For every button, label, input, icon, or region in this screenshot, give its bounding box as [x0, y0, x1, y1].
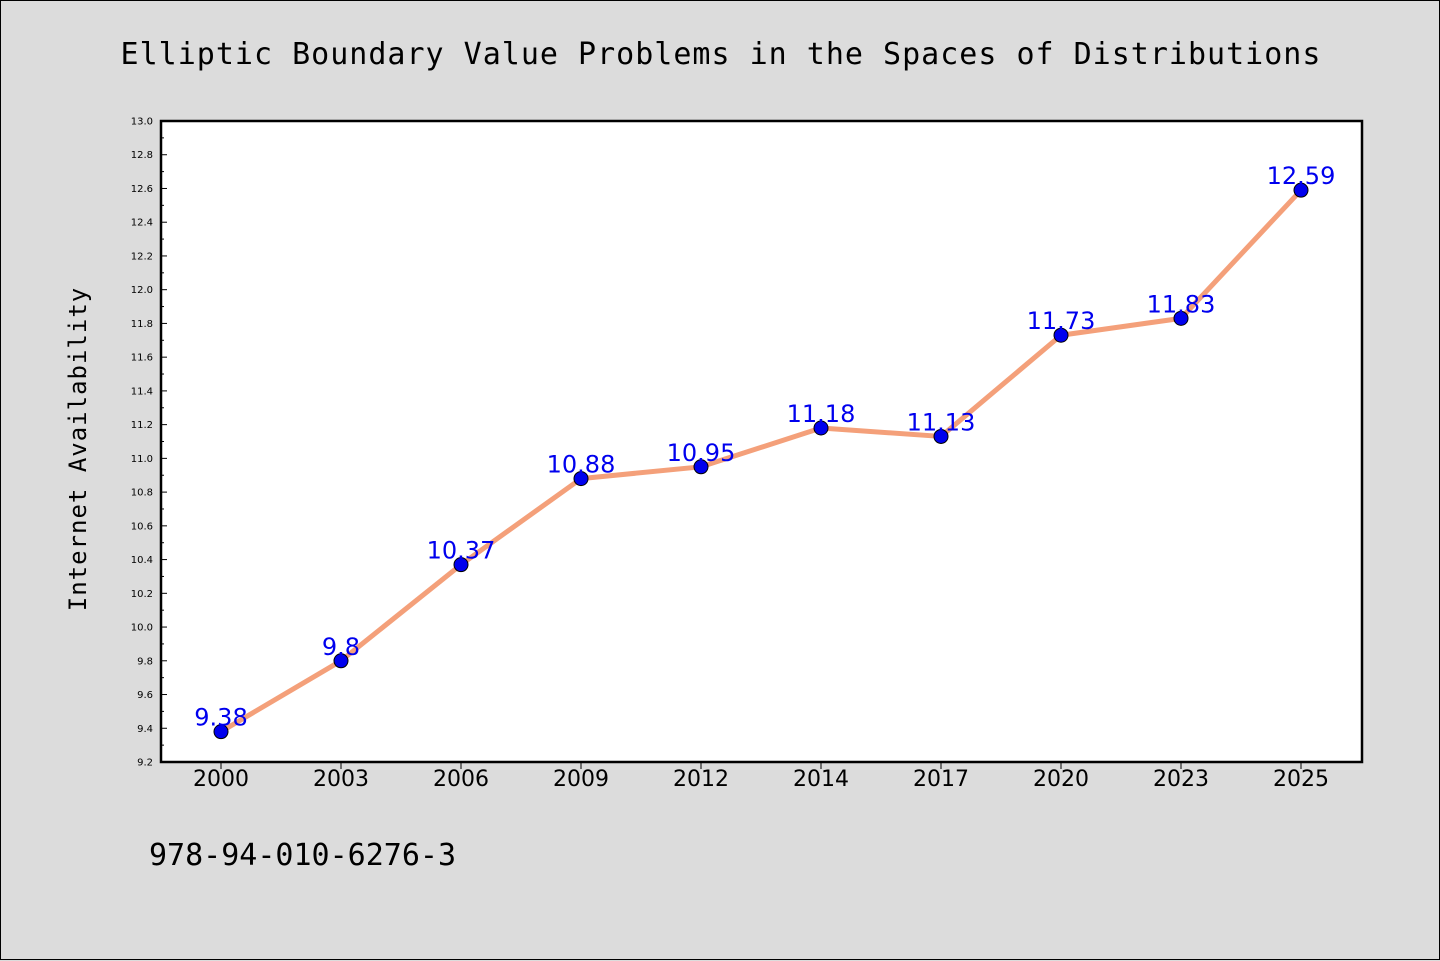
x-tick-label: 2012: [673, 767, 729, 792]
y-tick-label: 10.4: [131, 555, 153, 566]
data-point: [213, 724, 229, 740]
data-label: 10.37: [427, 537, 496, 565]
y-tick-label: 13.0: [131, 117, 153, 128]
data-point: [693, 459, 709, 475]
plot-area: [159, 119, 1364, 764]
data-point: [573, 471, 589, 487]
data-point: [1053, 327, 1069, 343]
y-axis-ticks: 9.2 9.4 9.6 9.8 10.0 10.2 10.4 10.6 10.8 11.0 11.2…: [131, 117, 167, 769]
y-tick-label: 9.4: [137, 724, 153, 735]
x-tick-label: 2006: [433, 767, 489, 792]
data-labels: 9.38 9.8 10.37 10.88 10.95 11.18 11.13 11.73 11.…: [194, 162, 1335, 731]
data-label: 11.13: [907, 408, 976, 436]
y-tick-label: 10.8: [131, 488, 153, 499]
x-tick-label: 2017: [913, 767, 969, 792]
y-tick-label: 12.6: [131, 184, 153, 195]
x-tick-label: 2000: [193, 767, 249, 792]
y-tick-label: 11.6: [131, 353, 153, 364]
y-tick-label: 11.8: [131, 319, 153, 330]
chart-title: Elliptic Boundary Value Problems in the …: [121, 37, 1322, 72]
y-tick-label: 12.8: [131, 150, 153, 161]
y-tick-label: 9.8: [137, 656, 153, 667]
y-axis-label: Internet Availability: [64, 287, 92, 611]
x-tick-label: 2009: [553, 767, 609, 792]
y-tick-label: 10.2: [131, 589, 153, 600]
x-axis-ticks: 2000 2003 2006 2009 2012 2014 2017 2020 2023 2025: [193, 762, 1329, 792]
data-label: 10.95: [667, 439, 736, 467]
y-tick-label: 9.2: [137, 758, 153, 769]
data-point: [1293, 182, 1309, 198]
data-label: 9.8: [322, 633, 360, 661]
y-tick-label: 11.0: [131, 454, 153, 465]
x-tick-label: 2023: [1153, 767, 1209, 792]
data-label: 9.38: [194, 704, 247, 732]
y-tick-label: 12.4: [131, 218, 153, 229]
y-tick-label: 11.4: [131, 386, 153, 397]
data-label: 11.73: [1027, 307, 1096, 335]
series-line: [218, 187, 1304, 735]
x-tick-label: 2014: [793, 767, 849, 792]
y-tick-label: 12.0: [131, 285, 153, 296]
data-point: [453, 557, 469, 573]
y-tick-label: 10.6: [131, 521, 153, 532]
y-tick-label: 11.2: [131, 420, 153, 431]
y-tick-label: 10.0: [131, 623, 153, 634]
x-tick-label: 2025: [1273, 767, 1329, 792]
data-point: [333, 653, 349, 669]
x-tick-label: 2003: [313, 767, 369, 792]
data-label: 10.88: [547, 451, 616, 479]
data-point: [813, 420, 829, 436]
x-tick-label: 2020: [1033, 767, 1089, 792]
data-label: 11.83: [1147, 290, 1216, 318]
y-tick-label: 12.2: [131, 251, 153, 262]
isbn-footer: 978-94-010-6276-3: [149, 838, 456, 873]
y-tick-label: 9.6: [137, 690, 153, 701]
data-point: [1173, 310, 1189, 326]
data-point: [933, 428, 949, 444]
data-label: 12.59: [1267, 162, 1336, 190]
series-markers: [213, 182, 1309, 740]
data-label: 11.18: [787, 400, 856, 428]
